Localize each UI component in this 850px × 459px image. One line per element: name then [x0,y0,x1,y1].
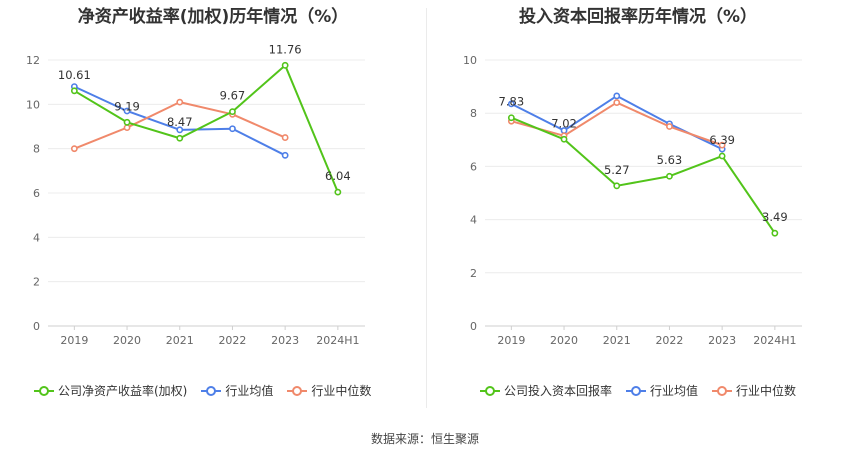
data-label: 3.49 [762,210,788,224]
series-point-1 [507,100,515,108]
data-label: 7.02 [551,116,577,130]
chart-title-roic: 投入资本回报率历年情况（%） [518,7,758,27]
data-label: 9.19 [114,99,140,113]
x-tick-label: 2022 [218,334,246,347]
x-tick-label: 2023 [708,334,736,347]
legend-label: 公司投入资本回报率 [504,384,613,398]
legend-item-2[interactable]: 行业中位数 [712,382,796,399]
legend-item-1[interactable]: 行业均值 [201,382,273,399]
data-label: 8.47 [167,115,193,129]
data-label: 5.63 [657,153,683,167]
legend-swatch-icon [712,385,733,396]
y-tick-label: 4 [470,214,477,227]
x-tick-label: 2020 [550,334,578,347]
series-point-0 [771,229,779,237]
y-tick-label: 6 [33,187,40,200]
y-tick-label: 0 [33,320,40,333]
series-line-0 [510,116,776,234]
legend-label: 行业中位数 [736,384,797,398]
legend-swatch-icon [480,385,500,396]
legend-swatch-icon [201,385,222,396]
x-tick-label: 2021 [166,334,194,347]
legend-label: 行业均值 [650,384,699,398]
series-point-0 [123,118,131,126]
series-line-2 [511,101,723,147]
series-point-1 [123,107,131,115]
data-label: 7.83 [499,95,525,109]
legend-item-1[interactable]: 行业均值 [626,382,698,399]
x-tick-label: 2020 [113,334,141,347]
x-tick-label: 2019 [60,334,88,347]
legend-swatch-icon [287,385,308,396]
series-point-2 [281,134,289,141]
data-label: 10.61 [58,68,91,82]
series-point-0 [666,172,673,180]
roic-chart-svg: 0 2 4 6 8 10 2019 2020 2021 2022 2023 2024H1 7.83 7.0… [463,54,802,347]
legend-label: 行业中位数 [311,384,372,398]
roe-chart-svg: 0 2 4 6 8 10 12 2019 2020 2021 2022 2023 2024H1 10.61… [26,42,365,347]
series-point-1 [176,126,184,134]
x-tick-label: 2023 [271,334,299,347]
series-point-0 [281,61,289,69]
legend-swatch-icon [34,385,54,396]
roe-legend: 公司净资产收益率(加权) 行业均值 行业中位数 [34,382,385,399]
legend-item-0[interactable]: 公司净资产收益率(加权) [34,382,187,399]
series-point-2 [718,141,726,149]
series-point-1 [281,151,289,159]
series-point-2 [613,99,621,106]
series-point-0 [176,134,184,142]
legend-item-2[interactable]: 行业中位数 [287,382,371,399]
series-point-0 [718,152,726,160]
series-point-2 [176,98,184,106]
y-tick-label: 8 [33,143,40,156]
series-point-2 [123,124,131,132]
chart-divider [426,8,427,408]
legend-item-0[interactable]: 公司投入资本回报率 [480,382,612,399]
series-point-0 [560,135,568,143]
series-point-0 [613,182,621,190]
series-point-0 [507,114,515,122]
y-tick-label: 8 [470,107,477,120]
y-tick-label: 10 [26,98,40,111]
series-line-0 [73,64,339,193]
x-tick-label: 2024H1 [316,334,359,347]
y-tick-label: 2 [470,267,477,280]
chart-title-roe: 净资产收益率(加权)历年情况（%） [77,7,349,27]
data-label: 6.04 [325,169,351,183]
series-point-1 [613,92,621,100]
y-tick-label: 0 [470,320,477,333]
y-tick-label: 2 [33,276,40,289]
series-point-1 [229,125,236,133]
series-point-0 [229,108,236,116]
data-source-note: 数据来源：恒生聚源 [370,432,479,446]
y-tick-label: 10 [463,54,477,67]
data-label: 5.27 [604,163,630,177]
x-tick-label: 2019 [497,334,525,347]
data-label: 9.67 [220,89,246,103]
y-tick-label: 6 [470,160,477,173]
legend-label: 公司净资产收益率(加权) [58,384,188,398]
series-point-0 [70,87,78,95]
x-tick-label: 2024H1 [753,334,796,347]
x-tick-label: 2022 [655,334,683,347]
legend-label: 行业均值 [225,384,274,398]
data-label: 6.39 [709,133,735,147]
data-label: 11.76 [269,42,302,56]
y-tick-label: 4 [33,231,40,244]
roic-legend: 公司投入资本回报率 行业均值 行业中位数 [480,382,810,399]
legend-swatch-icon [626,385,647,396]
series-point-2 [70,145,78,153]
series-point-2 [666,123,673,130]
x-tick-label: 2021 [603,334,631,347]
series-point-0 [334,188,342,196]
y-tick-label: 12 [26,54,40,67]
